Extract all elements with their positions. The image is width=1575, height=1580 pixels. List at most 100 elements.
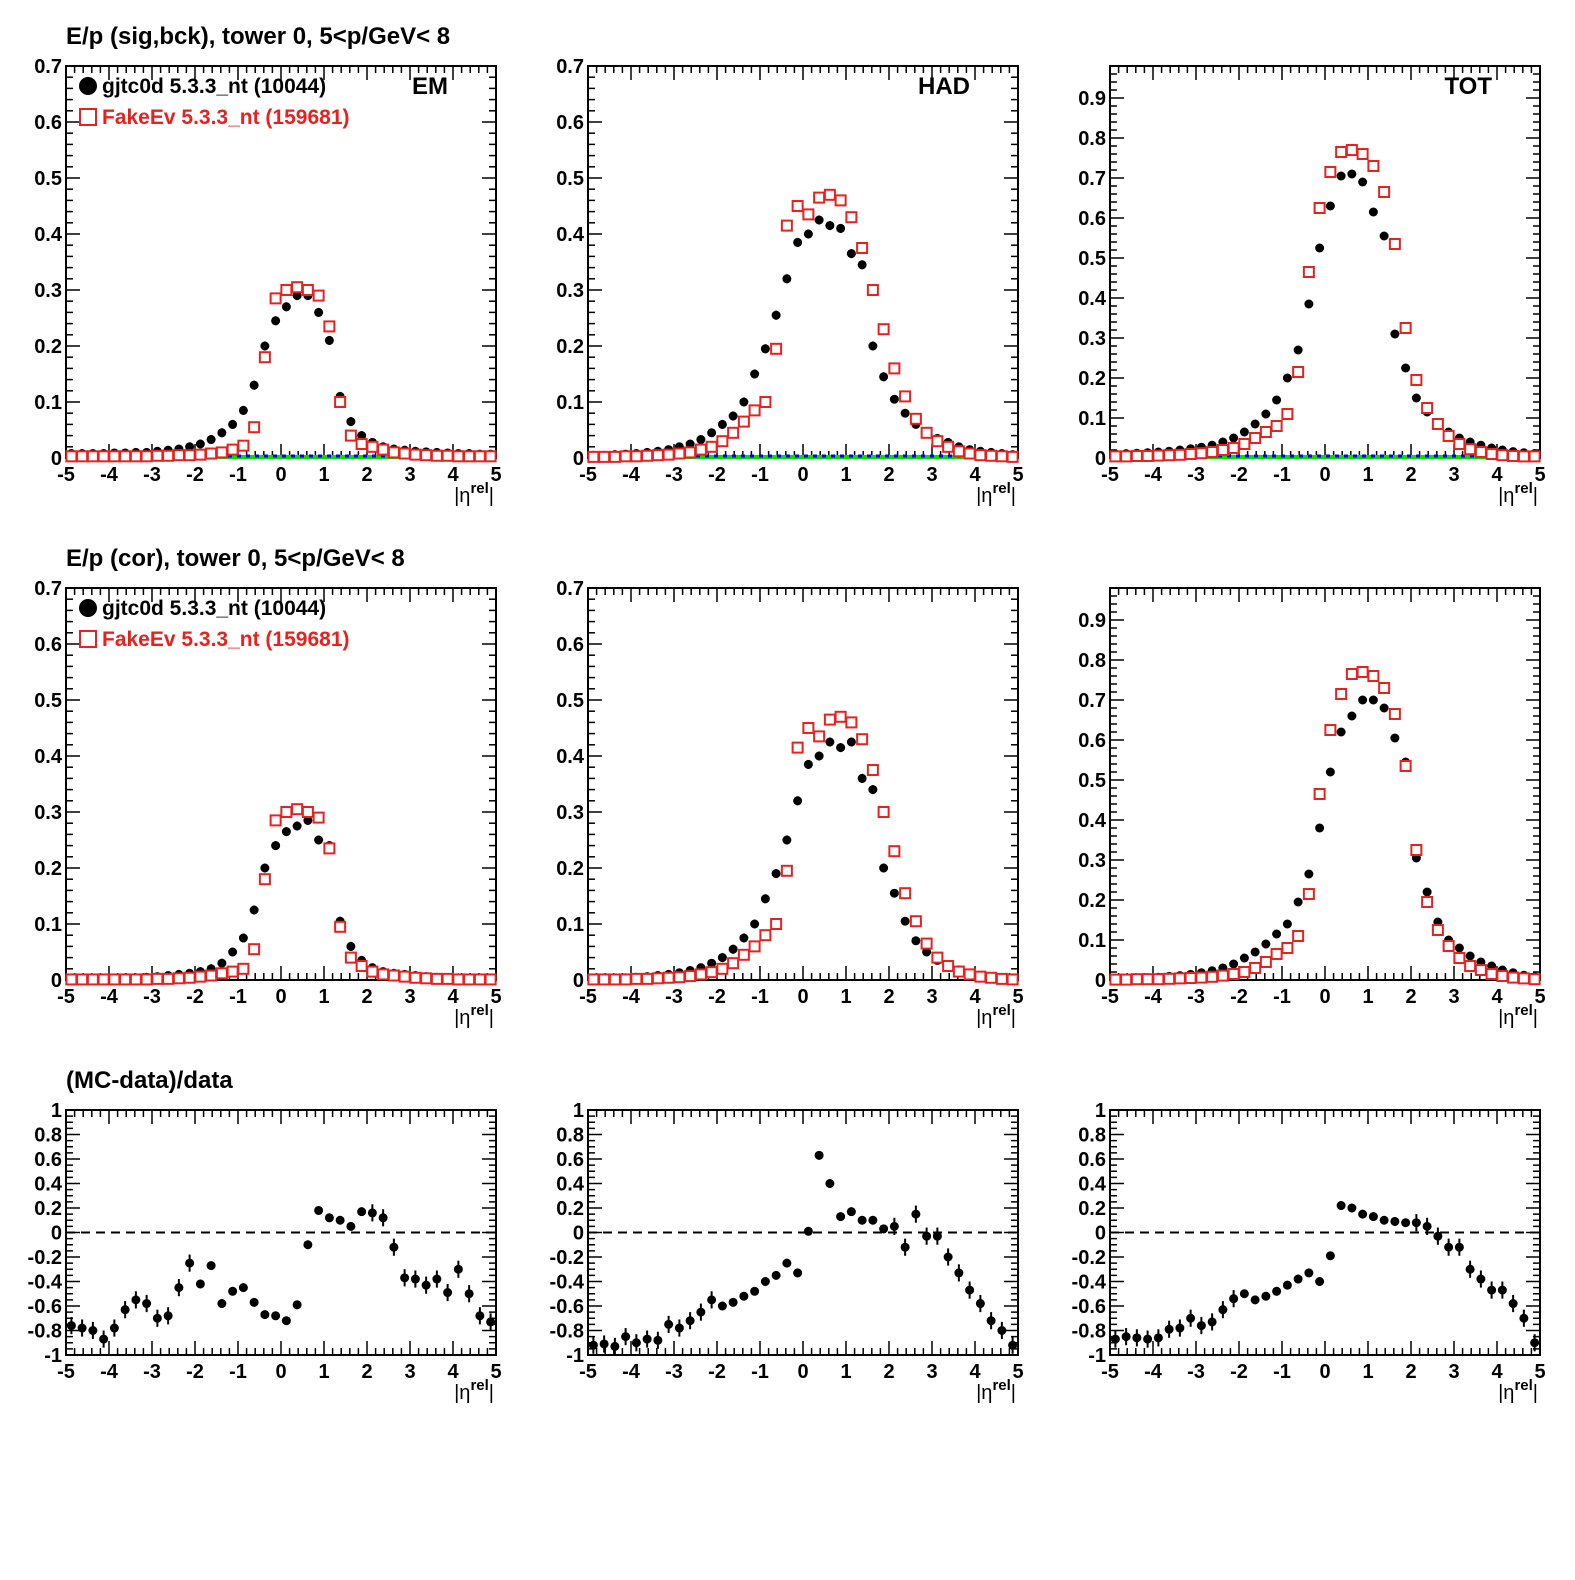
data-point-mc [1431,418,1444,430]
x-tick-label: -1 [751,1361,769,1383]
data-point-data [195,439,205,449]
panel-ep-cor-em: -5 -4 -3 -2 -1 0 1 2 3 4 5 0 0.1 0.2 0.3 0.4 0.5 0.6 0.7 |η… [34,578,501,1029]
data-point-mc [1302,266,1315,278]
data-point-mc [856,242,869,254]
data-point-mc [1173,972,1186,985]
data-point-mc [813,191,826,204]
data-point-mc [205,969,218,982]
data-point-data [1368,207,1378,217]
data-point-mc [641,449,654,462]
legend-marker-data [79,599,97,617]
data-point-mc [1195,971,1208,984]
data-point-mc [1496,449,1509,462]
data-point-data [943,1252,953,1262]
y-tick-label: 0.4 [34,224,63,246]
data-point-data [868,785,878,795]
data-point-mc [409,448,422,461]
data-point-data [836,223,846,233]
data-point-mc [942,440,955,453]
data-point-data [1153,1333,1163,1343]
data-point-mc [226,443,239,456]
data-point-data [1390,329,1400,339]
data-point-data [260,1310,270,1320]
data-point-mc [258,351,271,364]
y-tick-label: -1 [44,1345,62,1367]
x-tick-label: 4 [1491,464,1503,486]
data-point-mc [1292,930,1305,942]
data-point-mc [877,806,890,818]
data-point-mc [291,803,304,816]
data-point-data [717,419,727,429]
data-point-data [782,274,792,284]
data-point-mc [312,289,325,302]
data-point-mc [151,449,164,462]
x-tick-label: -1 [751,986,769,1008]
panel-ep-cor-tot: -5 -4 -3 -2 -1 0 1 2 3 4 5 0 0.1 0.2 0.3 0.4 0.5 0.6 0.7 0.… [1078,587,1546,1029]
data-point-mc [1421,402,1434,414]
data-point-data [1143,1334,1153,1344]
data-point-data [142,1299,152,1309]
data-point-mc [430,972,443,985]
data-point-data [696,1307,706,1317]
data-point-mc [86,450,99,463]
x-tick-label: 4 [1491,1361,1503,1383]
data-point-mc [963,968,976,981]
panel-ep-sigbck-had: -5 -4 -3 -2 -1 0 1 2 3 4 5 0 0.1 0.2 0.3 0.4 0.5 0.6 0.7 |η… [556,56,1023,507]
y-tick-label: 0.6 [34,634,62,656]
data-point-data [260,341,270,351]
data-point-data [922,947,932,957]
data-point-mc [463,450,476,463]
data-point-mc [802,722,815,734]
y-tick-label: 0.6 [556,112,584,134]
x-tick-label: -4 [100,986,119,1008]
y-tick-label: 0.5 [1078,770,1106,792]
data-point-mc [1345,668,1358,680]
y-tick-label: -0.6 [550,1296,584,1318]
y-tick-label: 0 [51,1223,62,1245]
y-tick-label: 0 [573,448,584,470]
data-point-data [760,894,770,904]
y-tick-label: 0.6 [1078,208,1106,230]
data-point-mc [952,445,965,458]
data-point-data [868,341,878,351]
x-tick-label: -3 [665,986,683,1008]
data-point-data [1304,1268,1314,1278]
data-point-data [1379,231,1389,241]
data-point-mc [823,713,836,726]
x-tick-label: -5 [579,464,597,486]
legend-label-mc: FakeEv 5.3.3_nt (159681) [102,628,350,651]
x-tick-label: -2 [708,1361,726,1383]
x-axis-label: |ηrel| [976,480,1016,507]
data-point-mc [1378,186,1391,198]
data-point-mc [1399,760,1412,772]
data-point-data [1347,1203,1357,1213]
data-point-data [857,1215,867,1225]
x-tick-label: 4 [1491,986,1503,1008]
data-point-mc [748,404,761,417]
data-point-data [249,1297,259,1307]
x-tick-label: -4 [622,1361,641,1383]
data-point-data [1401,1218,1411,1228]
data-point-data [825,221,835,231]
data-point-mc [920,426,933,439]
y-tick-label: 0.6 [556,1149,584,1171]
data-point-data [314,835,324,845]
x-tick-label: -2 [186,1361,204,1383]
data-point-data [292,291,302,301]
data-point-mc [1249,432,1262,444]
legend-marker-mc [79,630,97,648]
data-point-data [1293,897,1303,907]
y-tick-label: 1 [51,1100,62,1122]
data-point-data [739,1291,749,1301]
data-point-mc [366,965,379,978]
x-tick-label: -2 [186,986,204,1008]
data-point-mc [1206,970,1219,983]
x-tick-label: -4 [622,464,641,486]
data-point-data [88,1326,98,1335]
data-point-data [400,1273,410,1283]
row-title-3: (MC-data)/data [66,1067,233,1094]
y-tick-label: 0 [1095,970,1106,992]
data-point-mc [1313,788,1326,800]
data-point-mc [76,450,89,463]
